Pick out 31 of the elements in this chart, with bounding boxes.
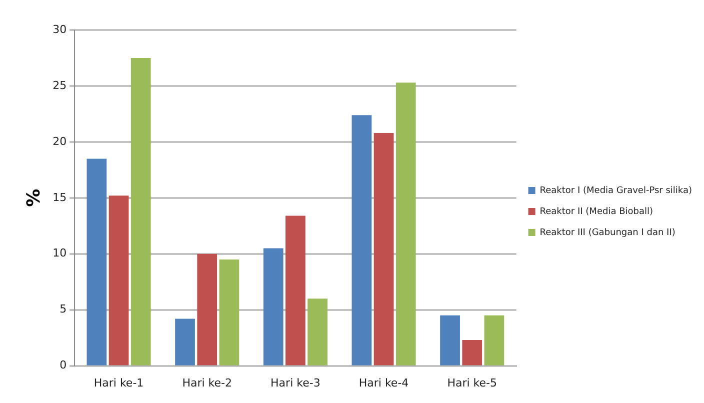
y-tick-label: 15 [52, 190, 67, 204]
bar [374, 132, 394, 366]
bar [396, 82, 416, 366]
bar [484, 315, 504, 366]
y-axis-title: % [23, 188, 44, 207]
legend-label: Reaktor I (Media Gravel-Psr silika) [540, 186, 692, 196]
bar [462, 340, 482, 366]
x-tick-label: Hari ke-3 [270, 376, 320, 390]
y-tick-label: 25 [52, 78, 67, 92]
bar [286, 216, 306, 366]
legend-label: Reaktor III (Gabungan I dan II) [540, 228, 676, 238]
bar [263, 248, 284, 366]
bar [86, 158, 107, 366]
bar [108, 196, 129, 366]
bar [197, 254, 218, 366]
y-tick-label: 0 [60, 358, 67, 372]
y-tick-label: 20 [52, 134, 67, 148]
x-tick-label: Hari ke-2 [182, 376, 232, 390]
y-tick-label: 10 [52, 246, 67, 260]
y-tick-label: 5 [60, 302, 67, 316]
bar [175, 318, 195, 366]
bar [440, 315, 460, 366]
legend-label: Reaktor II (Media Bioball) [540, 206, 653, 217]
x-tick-label: Hari ke-4 [358, 376, 409, 390]
x-tick-label: Hari ke-5 [447, 376, 498, 390]
y-tick-label: 30 [52, 22, 67, 36]
bar [219, 259, 240, 366]
x-tick-label: Hari ke-1 [94, 376, 144, 390]
bar [308, 298, 328, 366]
bar [130, 58, 151, 366]
bar [352, 115, 372, 366]
